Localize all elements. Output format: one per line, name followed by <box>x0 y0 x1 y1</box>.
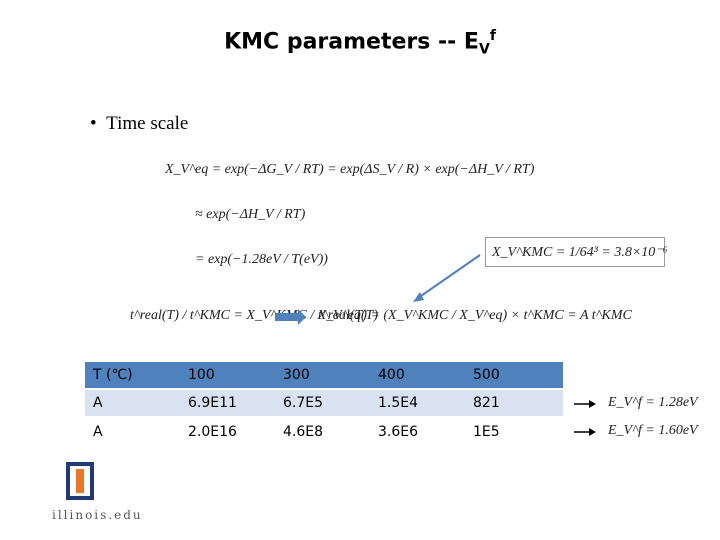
table-cell: 500 <box>465 362 563 388</box>
table-cell: 3.6E6 <box>370 419 465 445</box>
table-cell: 400 <box>370 362 465 388</box>
table-cell: 2.0E16 <box>180 419 275 445</box>
table-cell: A <box>85 390 180 416</box>
title: KMC parameters -- EVf <box>0 28 720 58</box>
table-cell: A <box>85 419 180 445</box>
block-arrow <box>275 309 306 325</box>
equation: X_V^eq = exp(−ΔG_V / RT) = exp(ΔS_V / R)… <box>165 162 535 177</box>
table-cell: 300 <box>275 362 370 388</box>
bullet: • Time scale <box>90 113 189 134</box>
equation: t^real(T) / t^KMC = X_V^KMC / X_V^eq(T) <box>130 308 378 323</box>
equation: = exp(−1.28eV / T(eV)) <box>195 252 328 267</box>
title-text: KMC parameters -- E <box>224 29 479 55</box>
note: E_V^f = 1.28eV <box>608 395 698 410</box>
table-cell: 1.5E4 <box>370 390 465 416</box>
arrow-head <box>589 400 596 408</box>
table-cell: 821 <box>465 390 563 416</box>
table-cell: 6.9E11 <box>180 390 275 416</box>
table: T (℃) 100 300 400 500 A 6.9E11 6.7E5 1.5E4 821 A 2.… <box>85 362 565 452</box>
arrow-head <box>589 428 596 436</box>
table-cell: 100 <box>180 362 275 388</box>
title-sub: V <box>478 41 490 58</box>
pointer-arrow <box>417 254 481 299</box>
table-cell: 6.7E5 <box>275 390 370 416</box>
bullet-text: Time scale <box>106 113 189 134</box>
equation: t^real(T) = (X_V^KMC / X_V^eq) × t^KMC =… <box>318 308 632 323</box>
equation: ≈ exp(−ΔH_V / RT) <box>195 207 306 222</box>
table-cell: 1E5 <box>465 419 563 445</box>
table-cell: T (℃) <box>85 362 180 388</box>
logo-i <box>76 469 84 493</box>
note: E_V^f = 1.60eV <box>608 423 698 438</box>
table-cell: 4.6E8 <box>275 419 370 445</box>
arrow-head <box>413 292 424 302</box>
title-sup: f <box>489 28 496 44</box>
logo-text: illinois.edu <box>52 508 143 522</box>
equation-box: X_V^KMC = 1/64³ = 3.8×10⁻⁶ <box>485 237 668 267</box>
